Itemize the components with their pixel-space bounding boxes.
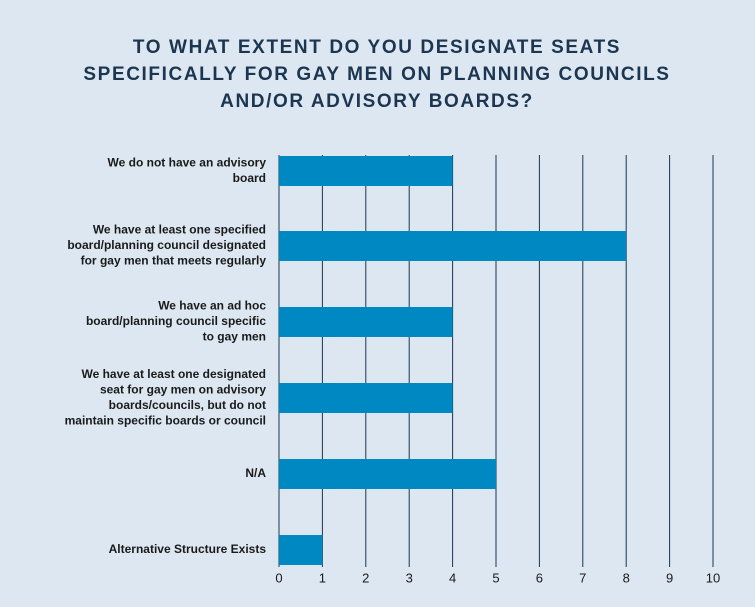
x-tick-label: 6	[536, 570, 543, 585]
y-tick-label: seat for gay men on advisory	[100, 382, 266, 396]
x-tick-label: 5	[492, 570, 499, 585]
x-tick-label: 9	[666, 570, 673, 585]
chart-title: SPECIFICALLY FOR GAY MEN ON PLANNING COU…	[83, 64, 670, 85]
y-tick-label: board/planning council designated	[67, 238, 266, 252]
y-tick-label: board/planning council specific	[86, 314, 266, 328]
x-tick-label: 2	[362, 570, 369, 585]
y-tick-label: We have at least one designated	[81, 367, 266, 381]
x-tick-label: 3	[406, 570, 413, 585]
bar	[279, 156, 453, 186]
bar	[279, 307, 453, 337]
bar	[279, 535, 323, 565]
y-tick-label: board	[233, 171, 266, 185]
y-tick-label: We do not have an advisory	[108, 155, 267, 169]
bar	[279, 383, 453, 413]
y-tick-label: maintain specific boards or council	[65, 413, 266, 427]
bar	[279, 231, 627, 261]
y-tick-label: We have at least one specified	[93, 223, 266, 237]
x-tick-label: 10	[706, 570, 720, 585]
y-tick-label: Alternative Structure Exists	[109, 542, 267, 556]
y-tick-label: for gay men that meets regularly	[81, 254, 267, 268]
y-tick-label: We have an ad hoc	[158, 299, 266, 313]
x-tick-label: 4	[449, 570, 456, 585]
y-tick-label: N/A	[245, 466, 266, 480]
x-tick-label: 0	[275, 570, 282, 585]
bar	[279, 459, 496, 489]
chart-title: TO WHAT EXTENT DO YOU DESIGNATE SEATS	[133, 37, 621, 58]
x-tick-label: 7	[579, 570, 586, 585]
y-tick-label: boards/councils, but do not	[109, 398, 266, 412]
x-tick-label: 8	[623, 570, 630, 585]
x-tick-label: 1	[319, 570, 326, 585]
y-tick-label: to gay men	[203, 330, 266, 344]
chart-title: AND/OR ADVISORY BOARDS?	[220, 91, 534, 112]
